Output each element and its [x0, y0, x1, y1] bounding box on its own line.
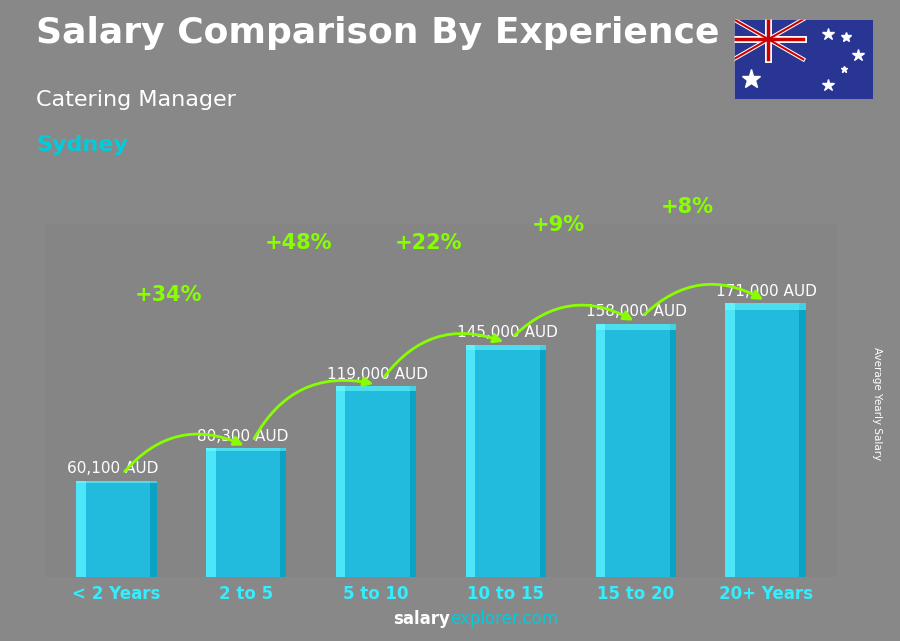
Text: +9%: +9%	[531, 215, 584, 235]
Bar	[150, 481, 157, 577]
Bar	[725, 303, 735, 577]
Text: explorer.com: explorer.com	[450, 610, 558, 628]
Bar	[206, 448, 216, 577]
Bar	[596, 324, 676, 577]
Text: +48%: +48%	[265, 233, 332, 253]
Bar	[540, 345, 546, 577]
Bar	[725, 303, 806, 310]
Text: 80,300 AUD: 80,300 AUD	[197, 429, 288, 444]
Text: salary: salary	[393, 610, 450, 628]
Text: 145,000 AUD: 145,000 AUD	[456, 325, 557, 340]
Bar	[206, 448, 286, 451]
Bar	[336, 386, 417, 391]
Text: 171,000 AUD: 171,000 AUD	[716, 283, 817, 299]
Bar	[336, 386, 346, 577]
Text: 119,000 AUD: 119,000 AUD	[327, 367, 428, 382]
Text: 158,000 AUD: 158,000 AUD	[587, 304, 688, 319]
Bar	[206, 448, 286, 577]
Bar	[596, 324, 605, 577]
Text: +22%: +22%	[394, 233, 462, 253]
Text: +34%: +34%	[135, 285, 202, 305]
Text: Average Yearly Salary: Average Yearly Salary	[872, 347, 883, 460]
Bar	[670, 324, 676, 577]
Text: Salary Comparison By Experience: Salary Comparison By Experience	[36, 16, 719, 50]
Bar	[76, 481, 86, 577]
Bar	[410, 386, 417, 577]
Bar	[280, 448, 286, 577]
Bar	[465, 345, 475, 577]
Text: Sydney: Sydney	[36, 135, 128, 154]
Bar	[336, 386, 417, 577]
Bar	[465, 345, 546, 577]
Bar	[465, 345, 546, 351]
Bar	[596, 324, 676, 330]
Bar	[76, 481, 157, 483]
Text: Catering Manager: Catering Manager	[36, 90, 236, 110]
Bar	[725, 303, 806, 577]
Text: +8%: +8%	[662, 197, 715, 217]
Bar	[799, 303, 806, 577]
Bar	[76, 481, 157, 577]
Text: 60,100 AUD: 60,100 AUD	[68, 462, 158, 476]
